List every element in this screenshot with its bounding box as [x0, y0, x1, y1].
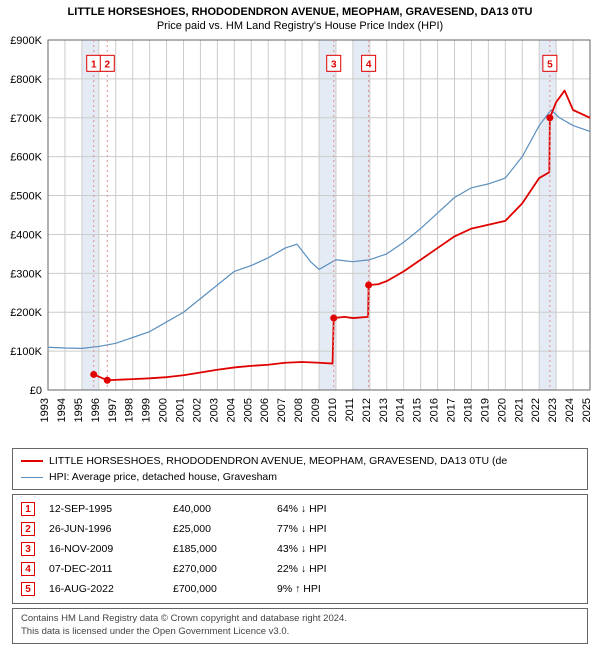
svg-text:2025: 2025 [581, 398, 593, 422]
sale-price: £185,000 [173, 543, 263, 555]
svg-text:2014: 2014 [395, 398, 407, 422]
line-chart-svg: £0 £100K £200K £300K £400K £500K £600K £700K £80… [0, 34, 600, 444]
sale-diff: 43% ↓ HPI [277, 543, 397, 555]
svg-text:£200K: £200K [10, 307, 42, 319]
sale-date: 07-DEC-2011 [49, 563, 159, 575]
svg-text:2020: 2020 [496, 398, 508, 422]
svg-text:2023: 2023 [547, 398, 559, 422]
legend-label: LITTLE HORSESHOES, RHODODENDRON AVENUE, … [49, 455, 507, 467]
svg-text:2015: 2015 [412, 398, 424, 422]
svg-text:2007: 2007 [276, 398, 288, 422]
svg-text:2005: 2005 [242, 398, 254, 422]
svg-text:2022: 2022 [530, 398, 542, 422]
sale-marker-badge: 1 [21, 502, 35, 516]
svg-text:2: 2 [105, 59, 111, 70]
title-line2: Price paid vs. HM Land Registry's House … [8, 20, 592, 32]
sale-date: 16-NOV-2009 [49, 543, 159, 555]
svg-text:2024: 2024 [564, 398, 576, 422]
svg-text:2004: 2004 [225, 398, 237, 422]
table-row: 4 07-DEC-2011 £270,000 22% ↓ HPI [21, 559, 579, 579]
svg-text:2018: 2018 [462, 398, 474, 422]
svg-text:1996: 1996 [90, 398, 102, 422]
legend-swatch [21, 460, 43, 462]
sale-diff: 9% ↑ HPI [277, 583, 397, 595]
sale-price: £25,000 [173, 523, 263, 535]
svg-text:1994: 1994 [56, 398, 68, 422]
svg-text:£600K: £600K [10, 152, 42, 164]
svg-text:3: 3 [331, 59, 337, 70]
svg-text:1999: 1999 [141, 398, 153, 422]
sale-date: 26-JUN-1996 [49, 523, 159, 535]
svg-text:1997: 1997 [107, 398, 119, 422]
svg-text:2009: 2009 [310, 398, 322, 422]
title-block: LITTLE HORSESHOES, RHODODENDRON AVENUE, … [0, 0, 600, 34]
svg-text:1993: 1993 [39, 398, 51, 422]
table-row: 2 26-JUN-1996 £25,000 77% ↓ HPI [21, 519, 579, 539]
svg-text:£300K: £300K [10, 268, 42, 280]
sale-price: £270,000 [173, 563, 263, 575]
svg-text:£0: £0 [30, 385, 42, 397]
svg-text:2003: 2003 [208, 398, 220, 422]
table-row: 3 16-NOV-2009 £185,000 43% ↓ HPI [21, 539, 579, 559]
footer-line2: This data is licensed under the Open Gov… [21, 626, 579, 639]
svg-text:2001: 2001 [175, 398, 187, 422]
svg-text:£800K: £800K [10, 74, 42, 86]
sales-table: 1 12-SEP-1995 £40,000 64% ↓ HPI 2 26-JUN-1996… [12, 494, 588, 604]
svg-text:1995: 1995 [73, 398, 85, 422]
footer: Contains HM Land Registry data © Crown c… [12, 608, 588, 644]
footer-line1: Contains HM Land Registry data © Crown c… [21, 613, 579, 626]
svg-text:5: 5 [547, 59, 553, 70]
legend-swatch [21, 477, 43, 478]
svg-text:£900K: £900K [10, 35, 42, 47]
svg-text:1998: 1998 [124, 398, 136, 422]
svg-text:£500K: £500K [10, 191, 42, 203]
sale-date: 12-SEP-1995 [49, 503, 159, 515]
sale-marker-badge: 3 [21, 542, 35, 556]
sale-diff: 64% ↓ HPI [277, 503, 397, 515]
sale-diff: 22% ↓ HPI [277, 563, 397, 575]
sale-marker-badge: 5 [21, 582, 35, 596]
sale-price: £700,000 [173, 583, 263, 595]
svg-text:£700K: £700K [10, 113, 42, 125]
table-row: 5 16-AUG-2022 £700,000 9% ↑ HPI [21, 579, 579, 599]
svg-text:£100K: £100K [10, 346, 42, 358]
legend-label: HPI: Average price, detached house, Grav… [49, 471, 277, 483]
sale-marker-badge: 2 [21, 522, 35, 536]
svg-text:2010: 2010 [327, 398, 339, 422]
table-row: 1 12-SEP-1995 £40,000 64% ↓ HPI [21, 499, 579, 519]
svg-text:2002: 2002 [191, 398, 203, 422]
chart-container: LITTLE HORSESHOES, RHODODENDRON AVENUE, … [0, 0, 600, 650]
svg-text:2019: 2019 [479, 398, 491, 422]
legend-row: LITTLE HORSESHOES, RHODODENDRON AVENUE, … [21, 453, 579, 469]
svg-text:2012: 2012 [361, 398, 373, 422]
svg-text:2021: 2021 [513, 398, 525, 422]
legend: LITTLE HORSESHOES, RHODODENDRON AVENUE, … [12, 448, 588, 490]
chart-area: £0 £100K £200K £300K £400K £500K £600K £700K £80… [0, 34, 600, 444]
sale-price: £40,000 [173, 503, 263, 515]
svg-text:2017: 2017 [446, 398, 458, 422]
svg-text:2008: 2008 [293, 398, 305, 422]
svg-text:2000: 2000 [158, 398, 170, 422]
svg-text:£400K: £400K [10, 229, 42, 241]
legend-row: HPI: Average price, detached house, Grav… [21, 469, 579, 485]
svg-text:1: 1 [91, 59, 97, 70]
svg-text:2006: 2006 [259, 398, 271, 422]
sale-marker-badge: 4 [21, 562, 35, 576]
svg-text:2016: 2016 [429, 398, 441, 422]
title-line1: LITTLE HORSESHOES, RHODODENDRON AVENUE, … [8, 6, 592, 18]
svg-text:4: 4 [366, 59, 372, 70]
sale-date: 16-AUG-2022 [49, 583, 159, 595]
svg-text:2013: 2013 [378, 398, 390, 422]
sale-diff: 77% ↓ HPI [277, 523, 397, 535]
svg-text:2011: 2011 [344, 398, 356, 422]
